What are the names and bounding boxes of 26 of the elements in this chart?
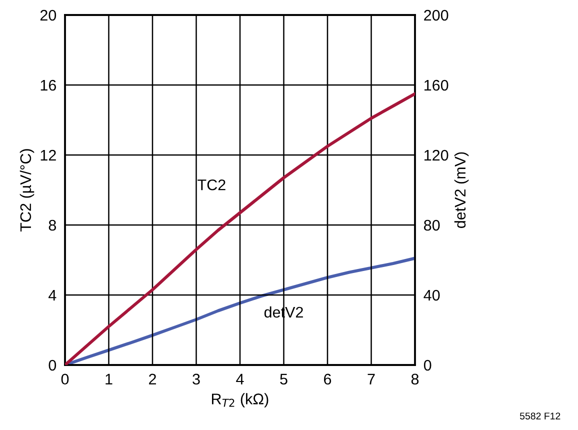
- y-axis-title: TC2 (µV/°C): [20, 149, 34, 232]
- y2-tick-label: 0: [424, 360, 432, 371]
- y2-tick-label: 160: [424, 80, 448, 91]
- x-tick-label: 8: [411, 374, 419, 385]
- x-tick-label: 7: [368, 374, 375, 384]
- x-tick-label: 6: [324, 374, 332, 385]
- x-tick-label: 2: [149, 374, 156, 384]
- y2-axis-title: detV2 (mV): [454, 152, 469, 228]
- x-tick-label: 4: [236, 374, 244, 384]
- y-tick-label: 8: [48, 220, 56, 231]
- y2-tick-label: 200: [424, 10, 448, 21]
- x-tick-label: 3: [192, 374, 200, 385]
- y2-tick-label: 120: [424, 150, 448, 161]
- x-axis-title: R$_{T2}$ (kΩ): [212, 393, 268, 408]
- x-tick-label: 0: [61, 374, 69, 385]
- y-tick-label: 16: [40, 80, 56, 91]
- y-tick-label: 4: [48, 290, 56, 301]
- y-tick-label: 20: [40, 10, 56, 21]
- text: 5582 F12: [520, 412, 560, 420]
- y2-tick-label: 40: [424, 290, 440, 301]
- x-tick-label: 1: [106, 374, 112, 384]
- y-tick-label: 0: [48, 360, 56, 371]
- series-label: TC2: [198, 179, 226, 190]
- y2-tick-label: 80: [424, 220, 440, 231]
- x-tick-label: 5: [280, 374, 288, 385]
- y-tick-label: 12: [40, 150, 56, 161]
